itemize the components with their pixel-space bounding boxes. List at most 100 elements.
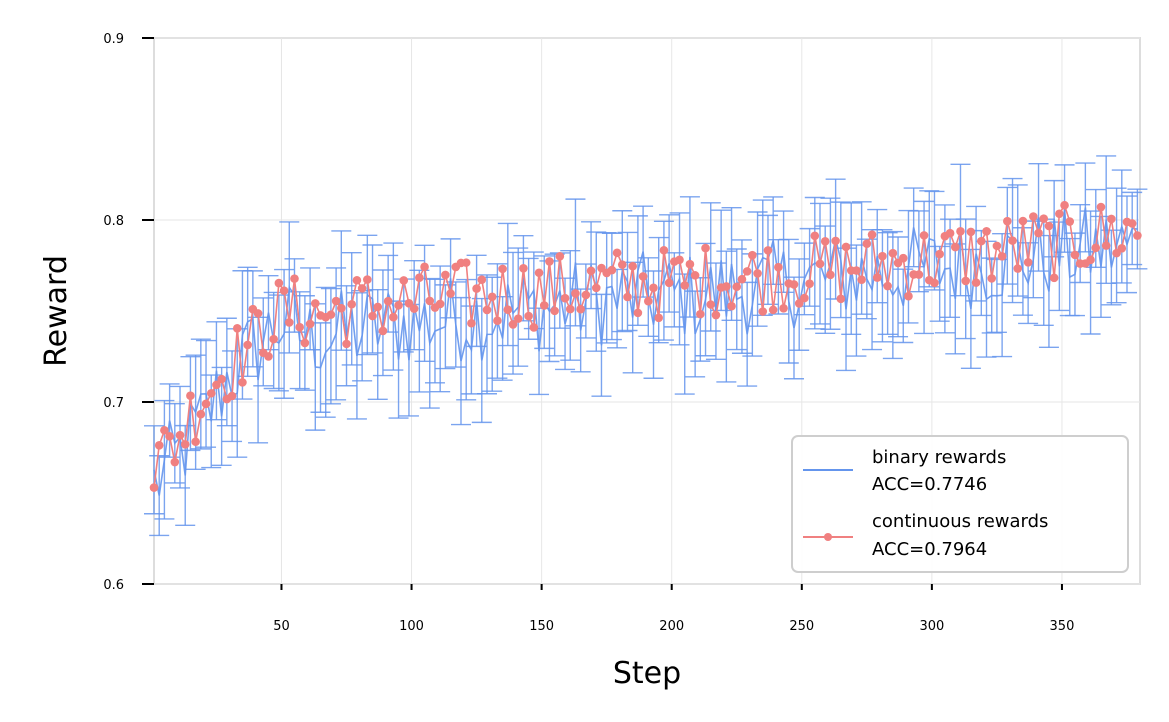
legend: binary rewards ACC=0.7746 continuous rew…: [791, 435, 1129, 573]
continuous-rewards-point: [706, 300, 716, 309]
continuous-rewards-point: [217, 374, 226, 384]
continuous-rewards-point: [966, 227, 976, 237]
continuous-rewards-point: [841, 242, 851, 252]
x-tick-label: 50: [273, 619, 290, 634]
continuous-rewards-point: [326, 310, 336, 319]
continuous-rewards-point: [446, 289, 455, 298]
continuous-rewards-point: [274, 278, 284, 288]
continuous-rewards-point: [529, 323, 539, 332]
continuous-rewards-point: [612, 248, 622, 258]
continuous-rewards-point: [888, 248, 898, 258]
continuous-rewards-point: [945, 228, 955, 238]
continuous-rewards-point: [498, 264, 507, 274]
continuous-rewards-point: [420, 262, 429, 272]
continuous-rewards-point: [175, 430, 185, 440]
continuous-rewards-point: [737, 274, 747, 284]
continuous-rewards-point: [519, 263, 528, 273]
continuous-rewards-point: [956, 227, 965, 236]
continuous-rewards-point: [680, 281, 690, 290]
continuous-rewards-point: [472, 284, 481, 293]
continuous-rewards-point: [867, 230, 877, 239]
continuous-rewards-point: [550, 306, 559, 316]
continuous-rewards-point: [435, 299, 445, 309]
continuous-rewards-point: [711, 310, 721, 320]
continuous-rewards-point: [675, 255, 684, 265]
continuous-rewards-point: [232, 324, 242, 333]
continuous-rewards-point: [800, 293, 809, 303]
legend-continuous-label: continuous rewards: [872, 511, 1048, 532]
continuous-rewards-point: [493, 316, 502, 326]
continuous-rewards-point: [482, 305, 492, 315]
continuous-rewards-point: [363, 275, 372, 284]
continuous-rewards-point: [1008, 236, 1017, 245]
continuous-rewards-point: [690, 271, 700, 280]
continuous-rewards-point: [638, 272, 648, 281]
continuous-rewards-point: [399, 276, 409, 285]
continuous-rewards-point: [1091, 243, 1101, 253]
legend-binary-label: binary rewards: [872, 447, 1006, 468]
continuous-rewards-point: [1049, 273, 1059, 283]
continuous-rewards-point: [591, 283, 601, 293]
legend-continuous-marker: [824, 533, 832, 541]
continuous-rewards-point: [696, 309, 705, 319]
continuous-rewards-point: [633, 308, 643, 318]
legend-box: [791, 435, 1129, 573]
continuous-rewards-point: [607, 265, 617, 275]
continuous-rewards-point: [560, 293, 570, 303]
y-tick-label: 0.9: [103, 32, 124, 47]
continuous-rewards-point: [935, 249, 944, 259]
continuous-rewards-point: [1023, 257, 1033, 267]
continuous-rewards-point: [269, 334, 278, 344]
continuous-rewards-point: [305, 319, 315, 329]
continuous-rewards-point: [467, 318, 476, 328]
continuous-rewards-point: [290, 274, 299, 283]
continuous-rewards-point: [753, 269, 762, 278]
continuous-rewards-point: [342, 339, 351, 349]
continuous-rewards-point: [1039, 214, 1049, 223]
legend-binary-acc: ACC=0.7746: [872, 474, 987, 495]
continuous-rewards-point: [539, 301, 549, 310]
continuous-rewards-point: [644, 296, 653, 306]
continuous-rewards-point: [852, 266, 861, 275]
continuous-rewards-point: [1086, 255, 1095, 265]
continuous-rewards-point: [617, 260, 627, 269]
continuous-rewards-point: [186, 391, 195, 401]
continuous-rewards-point: [191, 437, 200, 447]
x-tick-label: 100: [399, 619, 424, 634]
continuous-rewards-point: [1107, 214, 1116, 224]
continuous-rewards-point: [477, 275, 487, 285]
continuous-rewards-point: [789, 280, 799, 289]
continuous-rewards-point: [571, 289, 580, 298]
continuous-rewards-point: [857, 275, 866, 284]
continuous-rewards-point: [337, 303, 346, 313]
continuous-rewards-point: [165, 431, 174, 441]
continuous-rewards-point: [1029, 212, 1038, 221]
continuous-rewards-point: [206, 388, 216, 398]
continuous-rewards-point: [805, 279, 814, 288]
continuous-rewards-point: [409, 304, 419, 313]
continuous-rewards-point: [331, 296, 341, 306]
x-tick-label: 300: [919, 619, 944, 634]
continuous-rewards-point: [961, 276, 970, 286]
continuous-rewards-point: [389, 312, 398, 322]
continuous-rewards-point: [284, 318, 294, 327]
continuous-rewards-point: [727, 301, 736, 311]
continuous-rewards-point: [238, 378, 247, 387]
continuous-rewards-point: [987, 274, 997, 283]
continuous-rewards-point: [243, 340, 252, 350]
continuous-rewards-point: [180, 440, 190, 449]
continuous-rewards-point: [149, 483, 159, 492]
continuous-rewards-point: [1044, 221, 1054, 231]
continuous-rewards-point: [461, 258, 471, 267]
continuous-rewards-point: [930, 278, 939, 288]
continuous-rewards-point: [503, 305, 513, 315]
continuous-rewards-point: [977, 236, 986, 246]
continuous-rewards-point: [415, 273, 424, 283]
continuous-rewards-point: [768, 305, 778, 315]
continuous-rewards-point: [779, 304, 788, 313]
continuous-rewards-point: [347, 299, 357, 309]
y-axis-title: Reward: [39, 255, 74, 367]
continuous-rewards-point: [576, 304, 585, 314]
continuous-rewards-point: [659, 245, 669, 255]
